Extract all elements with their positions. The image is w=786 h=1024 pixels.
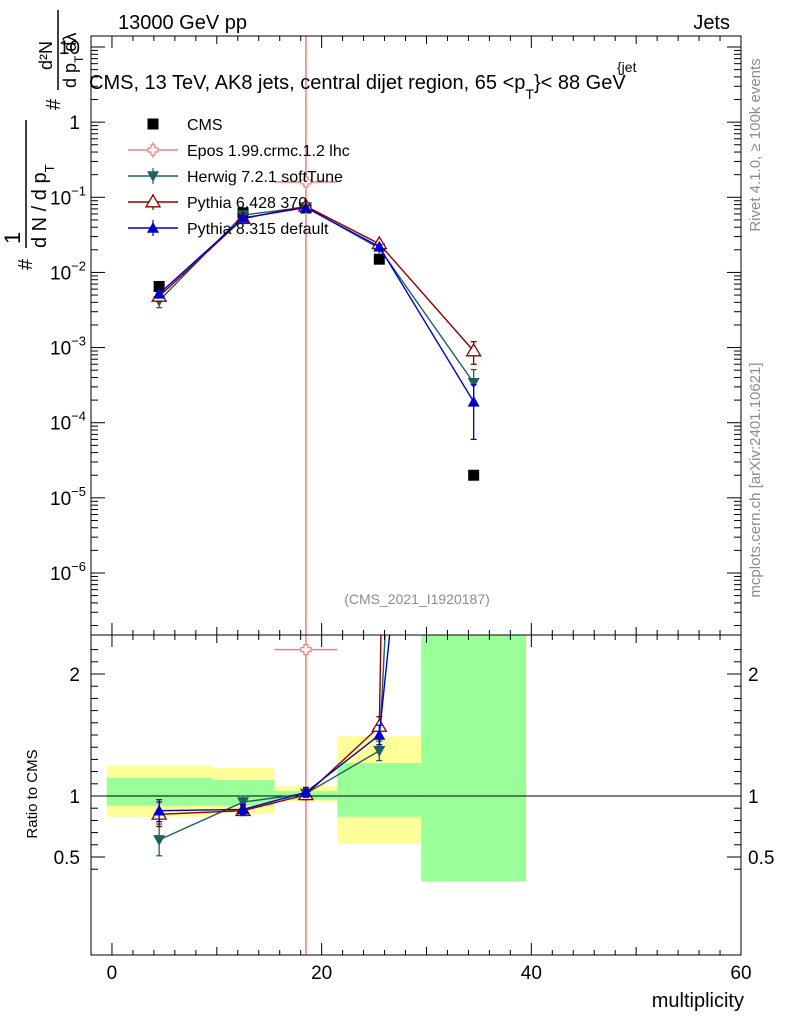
- main-y-tick-label-2: 10−1: [50, 183, 86, 209]
- main-y-tick-label-6: 10−5: [50, 484, 86, 510]
- pythia-8-315-default-point-2: [299, 201, 312, 213]
- ratio-y-tick-label-left-2: 0.5: [54, 848, 80, 869]
- svg-text:10−5: 10−5: [50, 484, 86, 510]
- svg-text:10: 10: [59, 38, 80, 59]
- legend-label-0: CMS: [187, 117, 223, 134]
- main-y-tick-label-7: 10−6: [50, 559, 86, 585]
- x-tick-label-0: 0: [107, 963, 118, 984]
- watermark: (CMS_2021_I1920187): [344, 591, 490, 607]
- main-y-tick-label-4: 10−3: [50, 334, 86, 360]
- ratio-y-tick-label-left-0: 2: [69, 665, 80, 686]
- svg-text:10−1: 10−1: [50, 183, 86, 209]
- pythia-6-428-370-point-4: [465, 342, 482, 357]
- legend-label-4: Pythia 8.315 default: [187, 221, 329, 238]
- ratio-pythia-8-315-default: [153, 635, 391, 823]
- main-y-axis-label: # 1 d N / d pT # d²N d pTdλ: [0, 10, 86, 270]
- svg-text:d N / d pT: d N / d pT: [29, 164, 57, 248]
- y-label-num: 1: [0, 232, 25, 244]
- svg-text:10−6: 10−6: [50, 559, 86, 585]
- legend-entry-4: Pythia 8.315 default: [128, 220, 329, 238]
- epos-point-0: [300, 176, 312, 188]
- svg-text:10−3: 10−3: [50, 334, 86, 360]
- y-label-hash: #: [15, 258, 37, 270]
- header-left: 13000 GeV pp: [118, 12, 247, 34]
- side-text-top: Rivet 4.1.0, ≥ 100k events: [747, 58, 764, 231]
- y-label-den-sub: T: [42, 164, 57, 172]
- ratio-series-layer: [151, 635, 391, 955]
- cms-point-0: [153, 280, 165, 292]
- x-axis-label: multiplicity: [652, 990, 744, 1012]
- legend-marker-1: [147, 144, 159, 156]
- pythia-8-315-default-ratio-point-2: [299, 786, 312, 798]
- side-text-bottom: mcplots.cern.ch [arXiv:2401.10621]: [747, 362, 764, 597]
- legend-label-1: Epos 1.99.crmc.1.2 lhc: [187, 143, 350, 160]
- pythia-8-315-default-ratio-point-0: [153, 804, 166, 816]
- ratio-y-tick-label-right-2: 0.5: [748, 848, 774, 869]
- plot-title: CMS, 13 TeV, AK8 jets, central dijet reg…: [89, 59, 637, 102]
- legend: CMS Epos 1.99.crmc.1.2 lhc Herwig 7.2.1 so…: [128, 117, 350, 238]
- main-y-tick-label-0: 10: [59, 38, 80, 59]
- y-label-den: d N / d p: [29, 172, 51, 248]
- legend-entry-3: Pythia 6.428 370: [128, 193, 307, 212]
- pythia-8-315-default-ratio-point-3: [373, 729, 386, 740]
- ratio-y-tick-label-right-0: 2: [748, 665, 759, 686]
- series-epos-1-99-crmc-1-2-lhc: [274, 36, 338, 635]
- x-tick-label-3: 60: [730, 963, 751, 984]
- cms-point-4: [468, 469, 480, 481]
- ratio-y-tick-label-right-1: 1: [748, 787, 759, 808]
- epos-ratio-point-0: [300, 644, 312, 656]
- legend-marker-0: [147, 118, 159, 130]
- series-pythia-8-315-default: [153, 201, 480, 441]
- svg-text:10−4: 10−4: [50, 409, 86, 435]
- y-label-right-end: dλ: [60, 33, 80, 52]
- title-end: }< 88 GeV: [534, 72, 626, 94]
- herwig-7-2-1-softtune-ratio-point-0: [153, 835, 166, 846]
- svg-text:1: 1: [69, 113, 80, 134]
- pythia-8-315-default-ratio-point-1: [237, 803, 250, 815]
- legend-marker-2: [147, 171, 159, 182]
- pythia-8-315-default-point-1: [237, 212, 250, 223]
- x-tick-label-1: 20: [311, 963, 332, 984]
- main-y-tick-label-5: 10−4: [50, 409, 86, 435]
- title-text: CMS, 13 TeV, AK8 jets, central dijet reg…: [89, 72, 525, 94]
- pythia-8-315-default-point-0: [153, 287, 166, 299]
- legend-entry-0: CMS: [147, 117, 223, 134]
- pythia-8-315-default-point-4: [467, 395, 480, 407]
- legend-label-3: Pythia 6.428 370: [187, 195, 307, 212]
- ratio-y-axis-label: Ratio to CMS: [24, 749, 41, 838]
- stat-band-3: [337, 763, 422, 817]
- y-label-right-num: d²N: [36, 41, 56, 70]
- pythia-8-315-default-point-3: [373, 240, 386, 252]
- main-y-tick-label-1: 1: [69, 113, 80, 134]
- svg-text:10−2: 10−2: [50, 258, 86, 284]
- ratio-frame: [90, 634, 742, 956]
- cms-point-5: [625, 646, 636, 657]
- main-series-layer: [151, 36, 636, 657]
- x-tick-label-2: 40: [521, 963, 542, 984]
- header-right: Jets: [693, 12, 730, 34]
- herwig-7-2-1-softtune-ratio-point-3: [373, 746, 386, 757]
- svg-text:d pTdλ: d pTdλ: [60, 33, 86, 88]
- y-label-right-den-sub: T: [72, 55, 86, 63]
- ratio-panel: [91, 635, 741, 882]
- y-label-right-den: d p: [60, 63, 80, 88]
- legend-entry-1: Epos 1.99.crmc.1.2 lhc: [128, 142, 350, 160]
- legend-label-2: Herwig 7.2.1 softTune: [187, 169, 343, 186]
- svg-text:CMS, 13 TeV, AK8 jets, central: CMS, 13 TeV, AK8 jets, central dijet reg…: [89, 72, 626, 102]
- title-sup: {jet: [617, 59, 637, 75]
- legend-marker-4: [147, 222, 159, 233]
- stat-band-4: [421, 635, 527, 882]
- legend-entry-2: Herwig 7.2.1 softTune: [128, 168, 343, 186]
- ratio-y-tick-label-left-1: 1: [69, 787, 80, 808]
- legend-marker-3: [144, 193, 162, 208]
- main-y-tick-label-3: 10−2: [50, 258, 86, 284]
- herwig-7-2-1-softtune-point-4: [467, 377, 480, 389]
- title-sub: T: [525, 86, 534, 102]
- cms-point-3: [373, 253, 385, 265]
- y-label-hash-2: #: [43, 98, 65, 110]
